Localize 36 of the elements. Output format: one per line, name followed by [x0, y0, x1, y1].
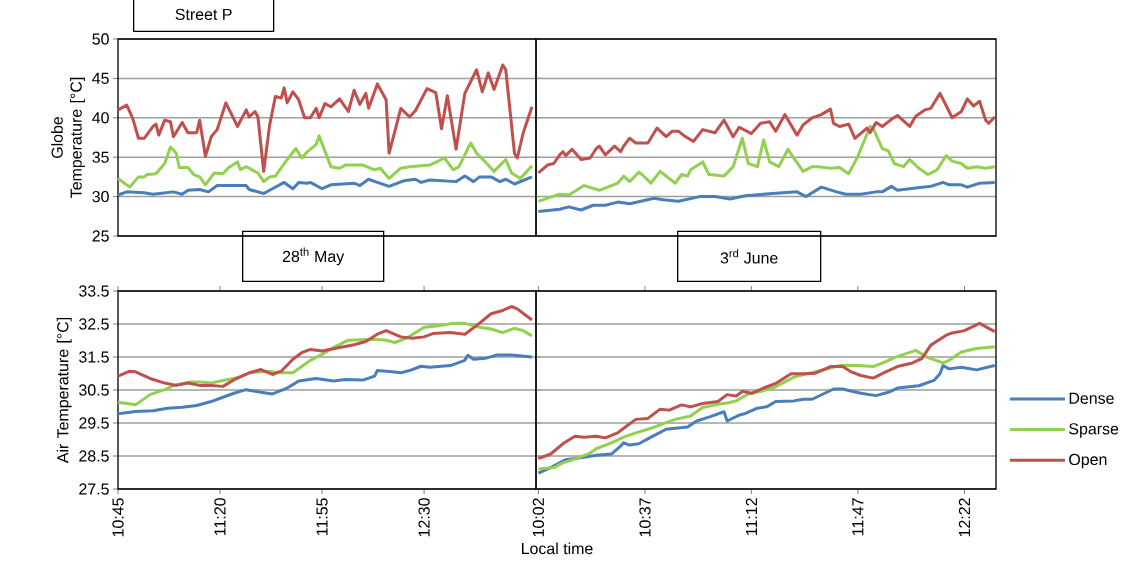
line-series: [116, 305, 534, 388]
y-tick-label: 31.5: [79, 351, 109, 363]
legend-label: Sparse: [1069, 423, 1119, 438]
x-axis-title: Local time: [521, 542, 593, 555]
y-tick-label: 35: [92, 151, 109, 163]
chart-title: 3$^{rd}$ June: [720, 249, 778, 264]
y-tick-label: 50: [92, 33, 109, 45]
chart-title: Street P: [175, 8, 232, 21]
line-series: [116, 134, 534, 189]
y-tick-label: 28.5: [79, 450, 109, 462]
line-series: [116, 63, 534, 173]
y-axis-title: Air Temperature [°C]: [56, 317, 72, 464]
x-tick-label: 10:37: [639, 498, 651, 537]
y-tick-label: 32.5: [79, 318, 109, 330]
y-axis-title: Globe Temperature [°C]: [51, 77, 85, 198]
line-series: [116, 174, 534, 197]
chart-title: 28$^{th}$ May: [282, 247, 345, 266]
y-tick-label: 27.5: [79, 483, 109, 495]
legend-label: Dense: [1069, 392, 1114, 404]
x-tick-label: 11:55: [316, 498, 328, 536]
x-tick-label: 10:45: [112, 498, 124, 537]
y-tick-label: 45: [92, 72, 109, 84]
y-tick-label: 30: [92, 190, 109, 203]
x-tick-label: 12:22: [958, 498, 970, 537]
y-tick-label: 33.5: [79, 285, 109, 297]
x-tick-label: 11:47: [852, 498, 864, 536]
x-tick-label: 11:12: [745, 498, 757, 536]
y-tick-label: 40: [92, 112, 109, 124]
y-tick-label: 30.5: [79, 384, 109, 396]
y-tick-label: 25: [92, 230, 109, 242]
line-series: [116, 353, 534, 416]
legend-label: Open: [1069, 453, 1107, 469]
x-tick-label: 10:02: [532, 498, 545, 537]
y-tick-label: 29.5: [79, 417, 109, 429]
x-tick-label: 12:30: [418, 498, 430, 537]
x-tick-label: 11:20: [214, 498, 226, 536]
